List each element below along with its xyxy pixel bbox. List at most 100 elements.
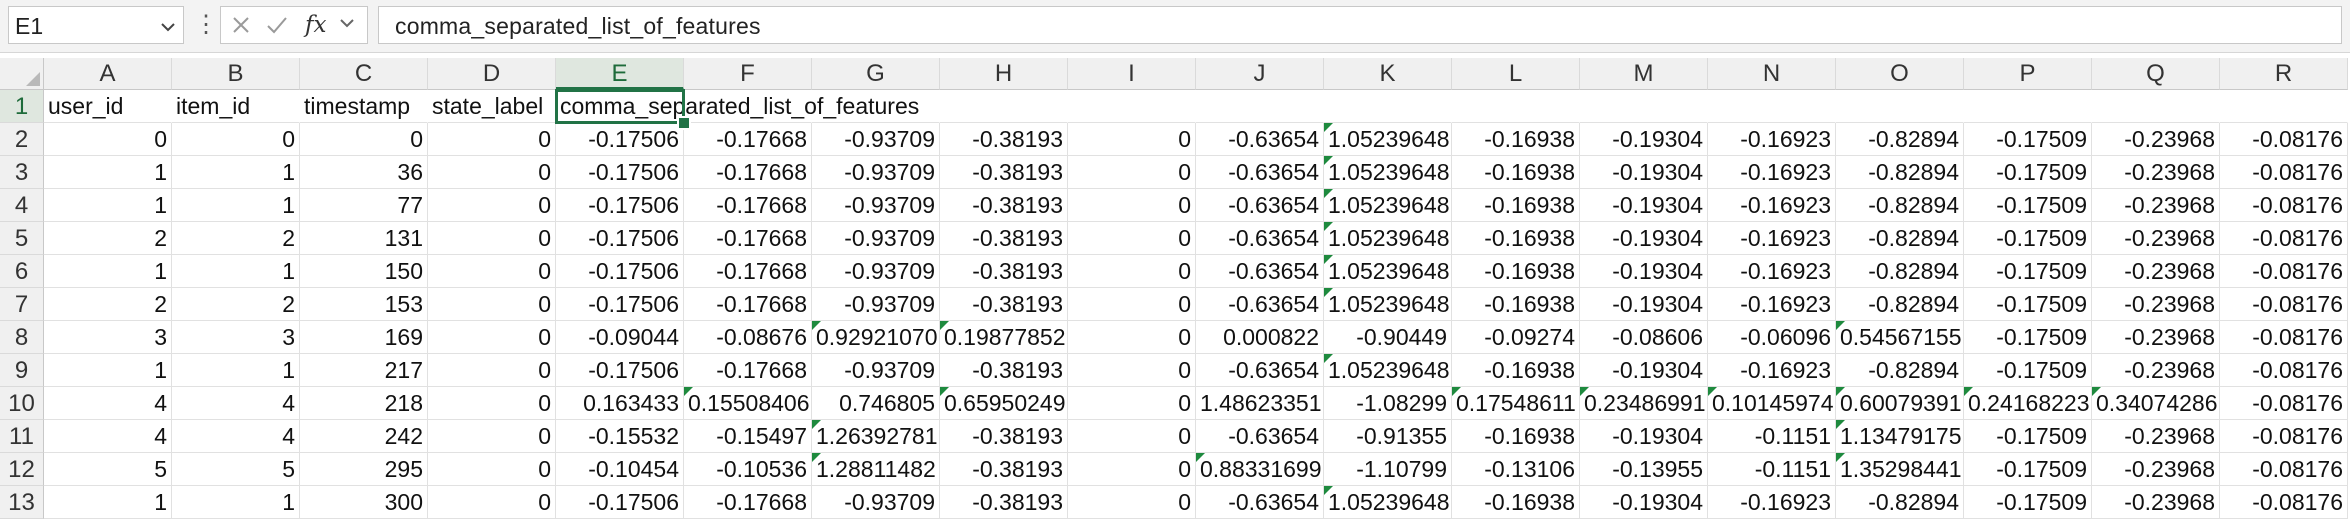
cell-p11[interactable]: -0.17509 [1964,420,2092,453]
cell-k13[interactable]: 1.05239648 [1324,486,1452,519]
cell-b3[interactable]: 1 [172,156,300,189]
select-all-corner[interactable] [0,58,44,90]
cell-g9[interactable]: -0.93709 [812,354,940,387]
cell-o4[interactable]: -0.82894 [1836,189,1964,222]
cell-h8[interactable]: 0.19877852 [940,321,1068,354]
cell-f10[interactable]: 0.15508406 [684,387,812,420]
cell-r10[interactable]: -0.08176 [2220,387,2348,420]
cell-l4[interactable]: -0.16938 [1452,189,1580,222]
cell-n7[interactable]: -0.16923 [1708,288,1836,321]
cell-e12[interactable]: -0.10454 [556,453,684,486]
cell-h9[interactable]: -0.38193 [940,354,1068,387]
row-header-12[interactable]: 12 [0,453,44,486]
cell-l11[interactable]: -0.16938 [1452,420,1580,453]
cell-d8[interactable]: 0 [428,321,556,354]
cell-g7[interactable]: -0.93709 [812,288,940,321]
cell-m7[interactable]: -0.19304 [1580,288,1708,321]
cell-b13[interactable]: 1 [172,486,300,519]
cell-p6[interactable]: -0.17509 [1964,255,2092,288]
cell-k3[interactable]: 1.05239648 [1324,156,1452,189]
cell-p9[interactable]: -0.17509 [1964,354,2092,387]
column-header-a[interactable]: A [44,58,172,90]
cell-q5[interactable]: -0.23968 [2092,222,2220,255]
cell-i10[interactable]: 0 [1068,387,1196,420]
row-header-2[interactable]: 2 [0,123,44,156]
cell-d10[interactable]: 0 [428,387,556,420]
cell-q11[interactable]: -0.23968 [2092,420,2220,453]
cell-a7[interactable]: 2 [44,288,172,321]
cell-k12[interactable]: -1.10799 [1324,453,1452,486]
cell-q3[interactable]: -0.23968 [2092,156,2220,189]
cell-o1[interactable] [1836,90,1964,123]
cell-i4[interactable]: 0 [1068,189,1196,222]
cell-n11[interactable]: -0.1151 [1708,420,1836,453]
cell-r9[interactable]: -0.08176 [2220,354,2348,387]
cell-h4[interactable]: -0.38193 [940,189,1068,222]
cell-m11[interactable]: -0.19304 [1580,420,1708,453]
cell-g1[interactable] [812,90,940,123]
cell-d11[interactable]: 0 [428,420,556,453]
cell-g2[interactable]: -0.93709 [812,123,940,156]
cell-e6[interactable]: -0.17506 [556,255,684,288]
cell-k6[interactable]: 1.05239648 [1324,255,1452,288]
cell-c2[interactable]: 0 [300,123,428,156]
cell-p1[interactable] [1964,90,2092,123]
cell-q4[interactable]: -0.23968 [2092,189,2220,222]
confirm-icon[interactable] [265,13,289,43]
column-header-e[interactable]: E [556,58,684,90]
cell-g4[interactable]: -0.93709 [812,189,940,222]
cell-c8[interactable]: 169 [300,321,428,354]
cell-i9[interactable]: 0 [1068,354,1196,387]
column-header-l[interactable]: L [1452,58,1580,90]
cell-n4[interactable]: -0.16923 [1708,189,1836,222]
cell-j1[interactable] [1196,90,1324,123]
cell-j3[interactable]: -0.63654 [1196,156,1324,189]
cell-o8[interactable]: 0.54567155 [1836,321,1964,354]
cell-m9[interactable]: -0.19304 [1580,354,1708,387]
cell-k11[interactable]: -0.91355 [1324,420,1452,453]
cell-b2[interactable]: 0 [172,123,300,156]
row-header-9[interactable]: 9 [0,354,44,387]
cell-a5[interactable]: 2 [44,222,172,255]
cell-m2[interactable]: -0.19304 [1580,123,1708,156]
cell-j12[interactable]: 0.88331699 [1196,453,1324,486]
cell-k7[interactable]: 1.05239648 [1324,288,1452,321]
cell-l2[interactable]: -0.16938 [1452,123,1580,156]
cell-d7[interactable]: 0 [428,288,556,321]
cell-e8[interactable]: -0.09044 [556,321,684,354]
chevron-down-icon[interactable] [159,15,177,42]
cell-n13[interactable]: -0.16923 [1708,486,1836,519]
row-header-10[interactable]: 10 [0,387,44,420]
cell-k4[interactable]: 1.05239648 [1324,189,1452,222]
cell-l13[interactable]: -0.16938 [1452,486,1580,519]
cell-c13[interactable]: 300 [300,486,428,519]
cell-k2[interactable]: 1.05239648 [1324,123,1452,156]
row-header-3[interactable]: 3 [0,156,44,189]
cell-k9[interactable]: 1.05239648 [1324,354,1452,387]
cell-d5[interactable]: 0 [428,222,556,255]
cell-g10[interactable]: 0.746805 [812,387,940,420]
name-box[interactable]: E1 [8,6,184,44]
cell-m10[interactable]: 0.23486991 [1580,387,1708,420]
cell-h7[interactable]: -0.38193 [940,288,1068,321]
cell-m6[interactable]: -0.19304 [1580,255,1708,288]
cell-n9[interactable]: -0.16923 [1708,354,1836,387]
more-vertical-icon[interactable]: ⋮ [194,11,218,38]
cell-e13[interactable]: -0.17506 [556,486,684,519]
column-header-f[interactable]: F [684,58,812,90]
cell-p12[interactable]: -0.17509 [1964,453,2092,486]
column-header-k[interactable]: K [1324,58,1452,90]
cell-j13[interactable]: -0.63654 [1196,486,1324,519]
cell-m4[interactable]: -0.19304 [1580,189,1708,222]
cell-g12[interactable]: 1.28811482 [812,453,940,486]
cell-a4[interactable]: 1 [44,189,172,222]
row-header-13[interactable]: 13 [0,486,44,519]
cell-o12[interactable]: 1.35298441 [1836,453,1964,486]
cell-i2[interactable]: 0 [1068,123,1196,156]
cell-b1[interactable]: item_id [172,90,300,123]
cell-a3[interactable]: 1 [44,156,172,189]
cell-q12[interactable]: -0.23968 [2092,453,2220,486]
fill-handle[interactable] [677,116,691,130]
cell-n12[interactable]: -0.1151 [1708,453,1836,486]
cell-e11[interactable]: -0.15532 [556,420,684,453]
